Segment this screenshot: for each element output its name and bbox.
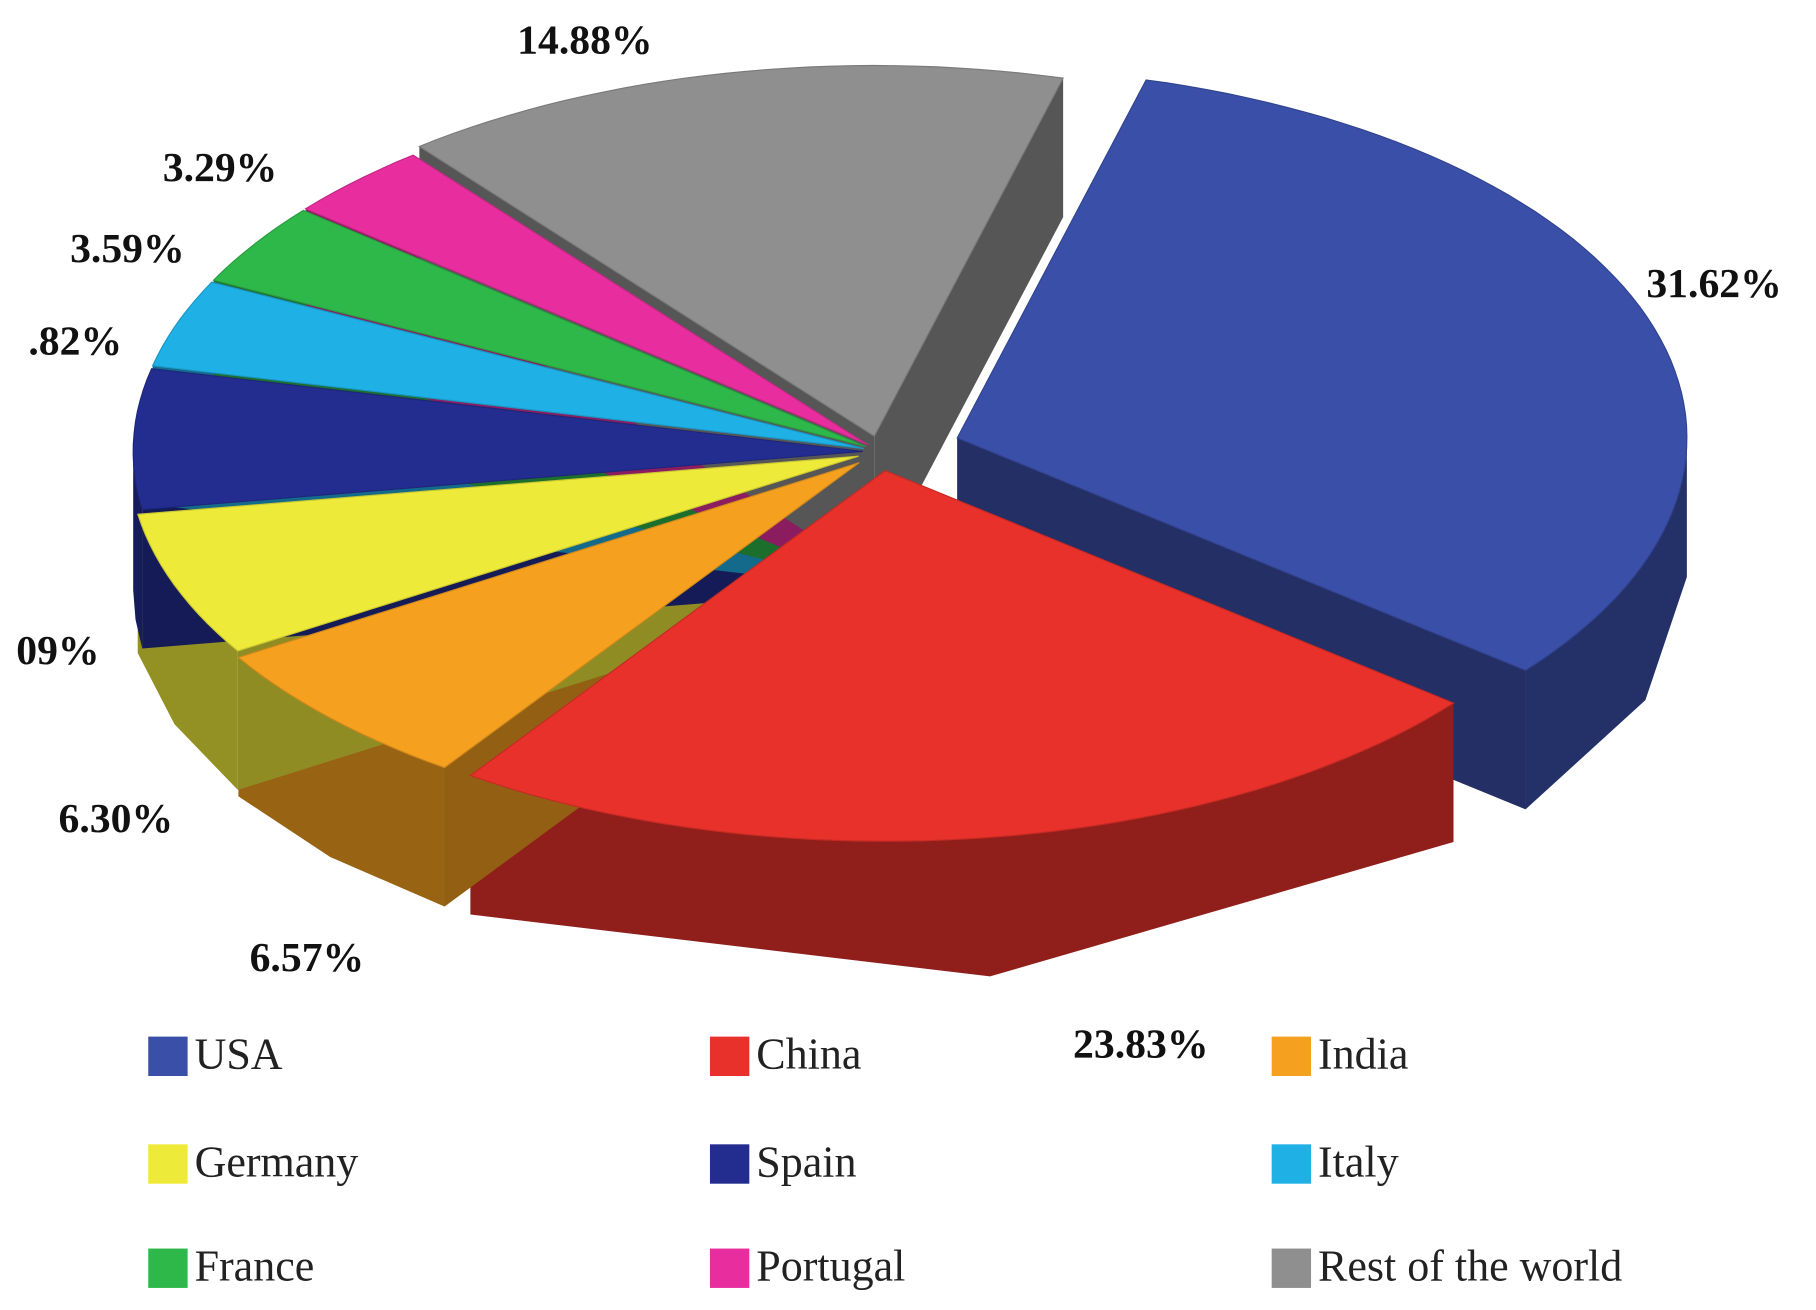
data-label: 3.59% bbox=[70, 226, 185, 272]
legend-swatch bbox=[148, 1144, 188, 1184]
legend-swatch bbox=[709, 1248, 750, 1288]
slice bbox=[132, 368, 863, 511]
slice-side bbox=[1525, 437, 1687, 810]
slice bbox=[418, 64, 1064, 437]
slice bbox=[137, 455, 859, 652]
legend-label: Rest of the world bbox=[1318, 1242, 1622, 1291]
legend-swatch bbox=[709, 1144, 750, 1184]
legend-label: Italy bbox=[1318, 1137, 1399, 1186]
legend-label: Spain bbox=[756, 1137, 856, 1186]
slice-edge bbox=[874, 78, 1064, 576]
legend-swatch bbox=[1271, 1248, 1312, 1288]
legend-label: India bbox=[1318, 1030, 1408, 1079]
data-label: 14.88% bbox=[517, 18, 652, 64]
slice-side bbox=[133, 451, 143, 649]
legend-swatch bbox=[148, 1248, 188, 1288]
slice bbox=[469, 469, 1455, 842]
data-label: 6.57% bbox=[250, 935, 365, 981]
slice bbox=[212, 209, 866, 448]
legend-swatch bbox=[1271, 1144, 1312, 1184]
slice bbox=[304, 154, 869, 446]
legend-label: USA bbox=[195, 1030, 283, 1079]
data-label: 3.29% bbox=[163, 145, 278, 191]
data-label: 31.62% bbox=[1646, 261, 1781, 307]
data-label: .82% bbox=[28, 319, 122, 365]
legend-label: France bbox=[195, 1242, 315, 1291]
legend-swatch bbox=[1271, 1036, 1312, 1076]
slice-tops bbox=[132, 64, 1688, 842]
slice bbox=[237, 462, 860, 769]
slice bbox=[956, 79, 1688, 672]
slice-side bbox=[470, 703, 1454, 977]
legend-label: China bbox=[756, 1030, 861, 1079]
slice bbox=[151, 281, 864, 450]
legend-swatch bbox=[148, 1036, 188, 1076]
legend-swatch bbox=[709, 1036, 750, 1076]
data-label: 6.30% bbox=[58, 796, 173, 842]
data-label: 09% bbox=[16, 628, 99, 674]
legend-label: Portugal bbox=[756, 1242, 905, 1291]
data-label: 23.83% bbox=[1073, 1022, 1208, 1068]
legend-label: Germany bbox=[195, 1137, 359, 1186]
